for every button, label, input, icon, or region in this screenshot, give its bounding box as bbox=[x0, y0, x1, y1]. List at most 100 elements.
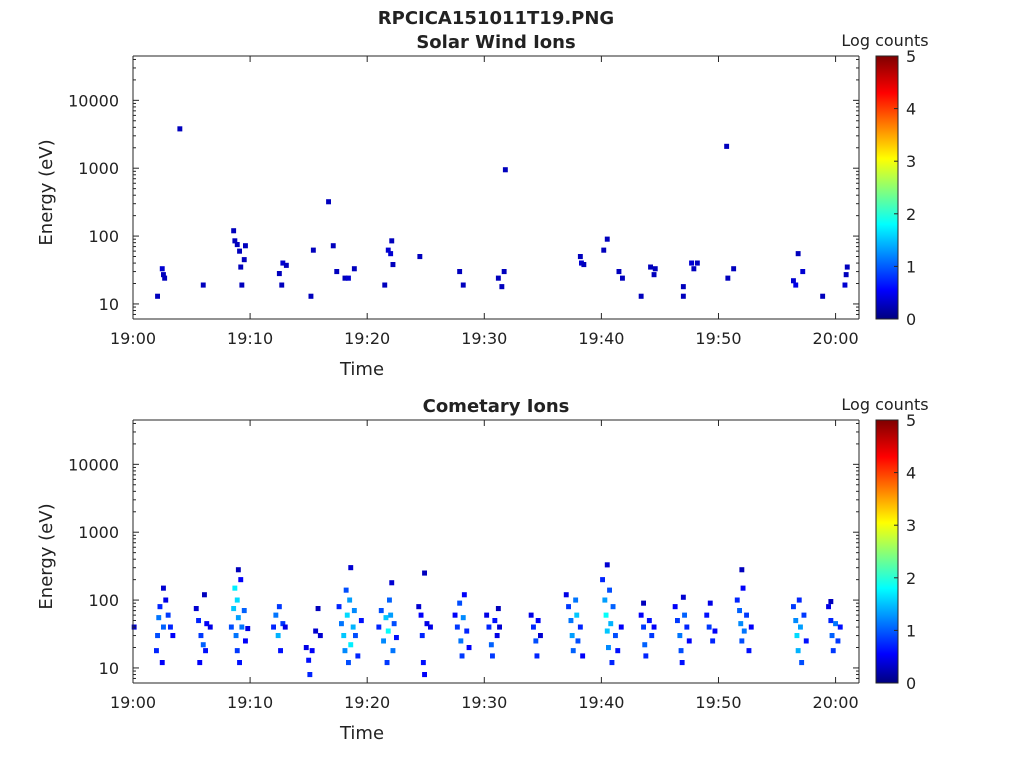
spectrogram-cell bbox=[241, 257, 247, 263]
spectrogram-cell bbox=[740, 585, 746, 591]
spectrogram-cell bbox=[420, 660, 426, 666]
spectrogram-cell bbox=[609, 660, 615, 666]
spectrogram-cell bbox=[275, 633, 281, 639]
spectrogram-cell bbox=[704, 612, 710, 618]
spectrogram-cell bbox=[616, 269, 622, 275]
x-axis-label: Time bbox=[339, 359, 384, 380]
spectrogram-cell bbox=[535, 618, 541, 624]
spectrogram-cell bbox=[197, 660, 203, 666]
spectrogram-cell bbox=[200, 282, 206, 288]
spectrogram-cell bbox=[162, 275, 168, 281]
spectrogram-cell bbox=[235, 567, 241, 573]
colorbar-label: Log counts bbox=[841, 31, 928, 50]
spectrogram-cell bbox=[492, 618, 498, 624]
y-axis-label: Energy (eV) bbox=[36, 139, 57, 245]
spectrogram-cell bbox=[346, 275, 351, 281]
spectrogram-cell bbox=[563, 592, 569, 598]
spectrogram-cell bbox=[600, 577, 605, 583]
y-axis-label: Energy (eV) bbox=[36, 503, 57, 609]
spectrogram-cell bbox=[577, 624, 583, 630]
spectrogram-cell bbox=[378, 608, 384, 614]
x-tick-label: 19:50 bbox=[695, 693, 741, 712]
spectrogram-cell bbox=[607, 587, 612, 593]
spectrogram-cell bbox=[385, 247, 391, 253]
spectrogram-cell bbox=[200, 642, 206, 648]
spectrogram-cell bbox=[488, 642, 494, 648]
spectrogram-cell bbox=[691, 266, 697, 272]
spectrogram-cell bbox=[452, 612, 458, 618]
spectrogram-cell bbox=[844, 264, 850, 270]
y-tick-label: 10000 bbox=[68, 91, 119, 110]
spectrogram-cell bbox=[800, 269, 806, 275]
spectrogram-cell bbox=[833, 621, 838, 627]
spectrogram-cell bbox=[460, 615, 466, 621]
spectrogram-cell bbox=[168, 624, 173, 630]
spectrogram-cell bbox=[686, 638, 692, 644]
spectrogram-cell bbox=[793, 618, 799, 624]
colorbar-tick-label: 4 bbox=[906, 100, 916, 119]
spectrogram-cell bbox=[651, 624, 657, 630]
spectrogram-cell bbox=[533, 638, 539, 644]
y-tick-label: 10000 bbox=[68, 455, 119, 474]
spectrogram-cell bbox=[484, 612, 490, 618]
spectrogram-cell bbox=[376, 624, 382, 630]
spectrogram-cell bbox=[707, 600, 713, 606]
spectrogram-cell bbox=[828, 618, 834, 624]
spectrogram-cell bbox=[276, 271, 282, 277]
spectrogram-cell bbox=[649, 633, 655, 639]
spectrogram-cell bbox=[457, 600, 463, 606]
x-tick-label: 19:30 bbox=[461, 329, 507, 348]
spectrogram-cell bbox=[601, 247, 607, 253]
spectrogram-cell bbox=[618, 624, 624, 630]
spectrogram-cell bbox=[801, 612, 807, 618]
y-tick-label: 1000 bbox=[78, 159, 119, 178]
spectrogram-cell bbox=[306, 657, 312, 663]
spectrogram-cell bbox=[799, 660, 805, 666]
spectrogram-cell bbox=[643, 653, 649, 659]
spectrogram-cell bbox=[638, 612, 644, 618]
colorbar-tick-label: 4 bbox=[906, 464, 916, 483]
spectrogram-cell bbox=[353, 633, 358, 639]
spectrogram-cell bbox=[604, 562, 610, 568]
spectrogram-cell bbox=[193, 606, 199, 612]
spectrogram-cell bbox=[458, 638, 464, 644]
spectrogram-cell bbox=[418, 612, 424, 618]
spectrogram-cell bbox=[198, 633, 204, 639]
spectrogram-cell bbox=[684, 624, 690, 630]
spectrogram-cell bbox=[620, 275, 625, 281]
x-tick-label: 19:40 bbox=[578, 329, 624, 348]
spectrogram-cell bbox=[342, 275, 348, 281]
x-tick-label: 19:00 bbox=[110, 693, 156, 712]
spectrogram-cell bbox=[672, 604, 678, 610]
colorbar-tick-label: 3 bbox=[906, 516, 916, 535]
spectrogram-cell bbox=[499, 284, 505, 290]
x-tick-label: 19:30 bbox=[461, 693, 507, 712]
colorbar-tick-label: 2 bbox=[906, 569, 916, 588]
spectrogram-cell bbox=[724, 143, 730, 149]
spectrogram-cell bbox=[238, 577, 244, 583]
spectrogram-cell bbox=[791, 604, 796, 610]
spectrogram-cell bbox=[502, 167, 508, 173]
spectrogram-cell bbox=[606, 645, 611, 651]
spectrogram-cell bbox=[232, 585, 238, 591]
spectrogram-cell bbox=[336, 604, 342, 610]
spectrogram-cell bbox=[820, 293, 826, 299]
spectrogram-cell bbox=[796, 597, 802, 603]
spectrogram-cell bbox=[575, 638, 581, 644]
spectrogram-cell bbox=[580, 653, 586, 659]
x-tick-label: 19:50 bbox=[695, 329, 741, 348]
x-tick-label: 19:10 bbox=[227, 329, 273, 348]
spectrogram-cell bbox=[641, 600, 646, 606]
spectrogram-cell bbox=[739, 638, 745, 644]
spectrogram-cell bbox=[793, 282, 799, 288]
spectrogram-cell bbox=[577, 254, 583, 260]
spectrogram-cell bbox=[383, 615, 389, 621]
colorbar-tick-label: 0 bbox=[906, 674, 916, 693]
spectrogram-cell bbox=[651, 272, 657, 278]
spectrogram-cell bbox=[680, 284, 686, 290]
spectrogram-cell bbox=[231, 606, 237, 612]
spectrogram-cell bbox=[501, 269, 507, 275]
x-tick-label: 20:00 bbox=[813, 329, 859, 348]
spectrogram-cell bbox=[795, 648, 801, 654]
